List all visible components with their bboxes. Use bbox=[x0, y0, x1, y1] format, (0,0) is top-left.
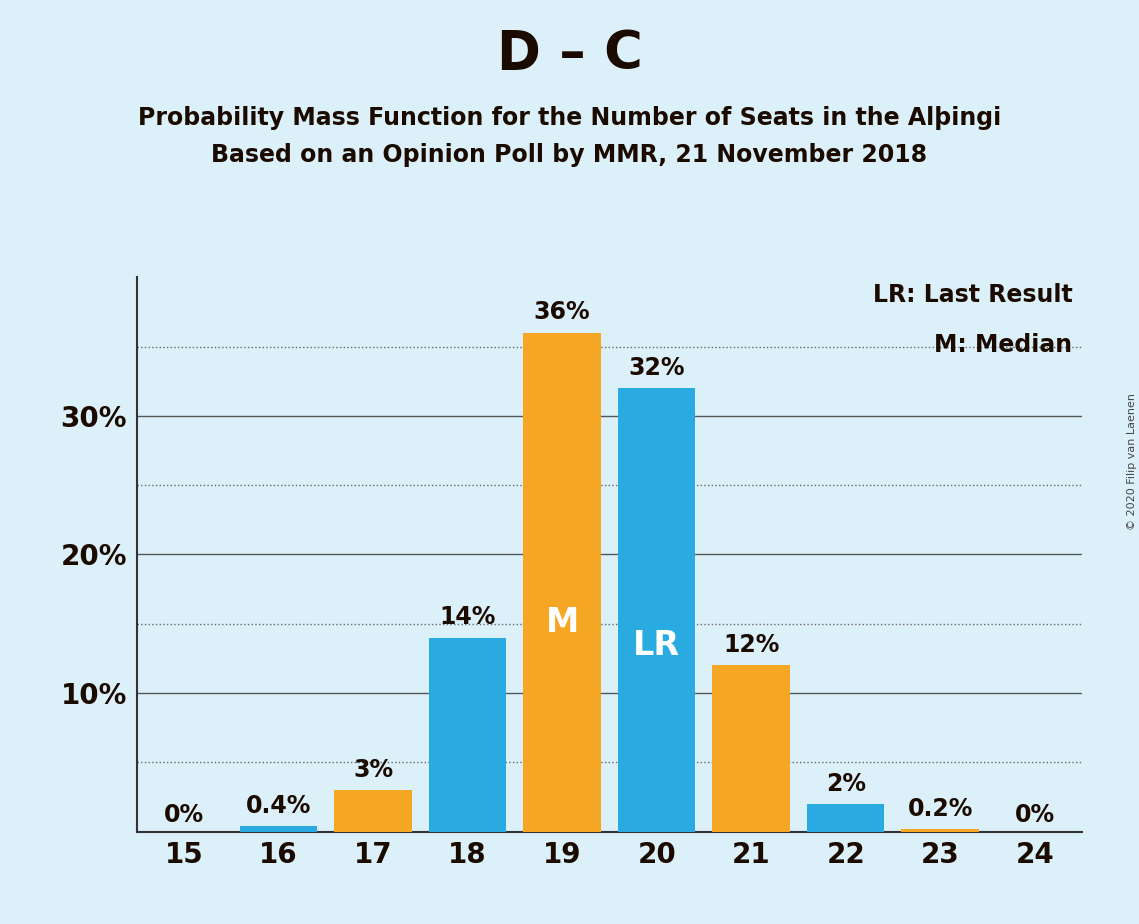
Text: M: Median: M: Median bbox=[934, 333, 1073, 357]
Text: Based on an Opinion Poll by MMR, 21 November 2018: Based on an Opinion Poll by MMR, 21 Nove… bbox=[212, 143, 927, 167]
Text: 0%: 0% bbox=[164, 804, 204, 828]
Bar bbox=[239, 826, 318, 832]
Bar bbox=[806, 804, 885, 832]
Text: M: M bbox=[546, 605, 579, 638]
Text: 0.4%: 0.4% bbox=[246, 794, 311, 818]
Text: 14%: 14% bbox=[440, 605, 495, 629]
Bar bbox=[428, 638, 507, 832]
Bar bbox=[617, 388, 696, 832]
Bar bbox=[712, 665, 790, 832]
Text: Probability Mass Function for the Number of Seats in the Alþingi: Probability Mass Function for the Number… bbox=[138, 106, 1001, 130]
Bar bbox=[523, 333, 601, 832]
Text: D – C: D – C bbox=[497, 28, 642, 79]
Text: 2%: 2% bbox=[826, 772, 866, 796]
Text: © 2020 Filip van Laenen: © 2020 Filip van Laenen bbox=[1126, 394, 1137, 530]
Text: 3%: 3% bbox=[353, 758, 393, 782]
Text: 36%: 36% bbox=[534, 300, 590, 324]
Bar bbox=[901, 829, 980, 832]
Text: LR: Last Result: LR: Last Result bbox=[872, 283, 1073, 307]
Text: 12%: 12% bbox=[723, 633, 779, 657]
Text: LR: LR bbox=[633, 629, 680, 662]
Bar bbox=[334, 790, 412, 832]
Text: 32%: 32% bbox=[629, 356, 685, 380]
Text: 0.2%: 0.2% bbox=[908, 796, 973, 821]
Text: 0%: 0% bbox=[1015, 804, 1055, 828]
